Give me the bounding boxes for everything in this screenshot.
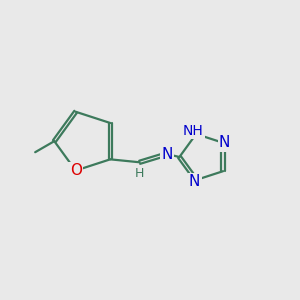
Text: N: N	[219, 135, 230, 150]
Text: NH: NH	[183, 124, 203, 138]
Text: O: O	[70, 163, 82, 178]
Text: N: N	[189, 174, 200, 189]
Text: H: H	[135, 167, 144, 180]
Text: N: N	[161, 146, 172, 161]
